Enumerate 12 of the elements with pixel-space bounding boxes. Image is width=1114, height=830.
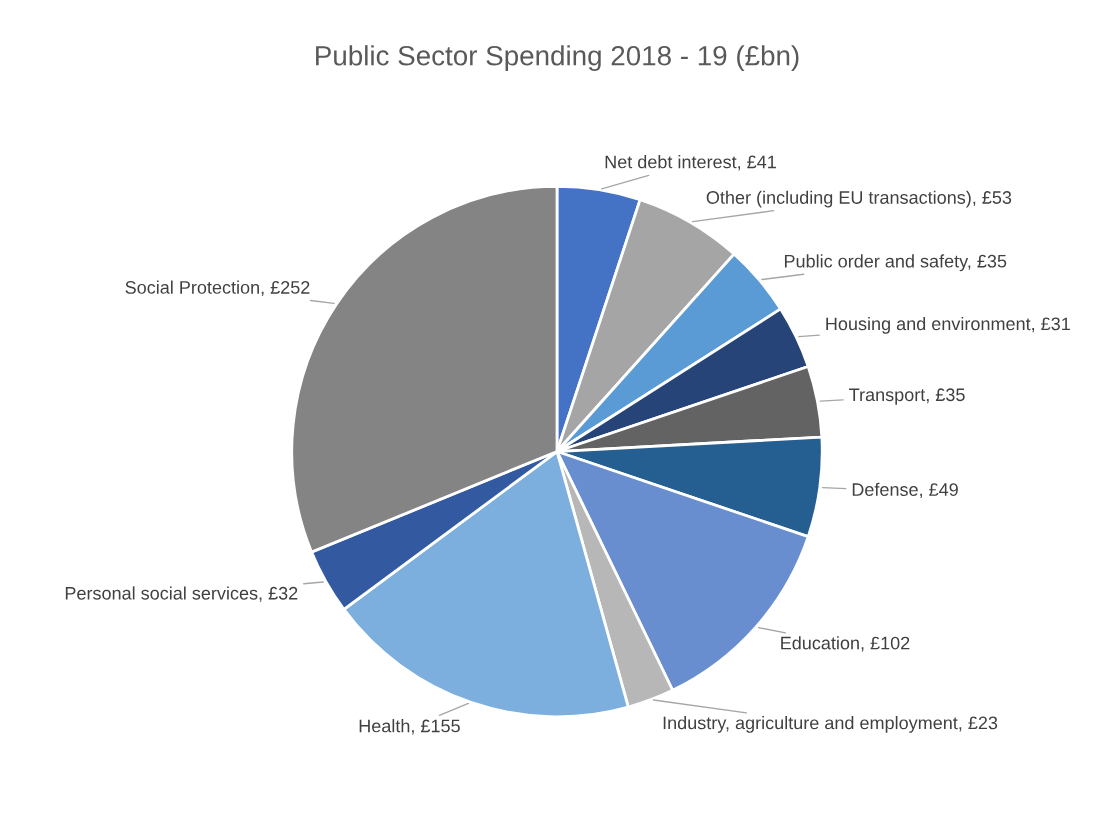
slice-label: Industry, agriculture and employment, £23 (663, 716, 998, 733)
slice-label: Housing and environment, £31 (826, 316, 1070, 334)
slice-label: Other (including EU transactions), £53 (706, 190, 1012, 208)
slice-label: Net debt interest, £41 (605, 155, 776, 171)
chart-title: Public Sector Spending 2018 - 19 (£bn) (316, 45, 799, 72)
slice-label: Education, £102 (781, 636, 910, 652)
slice-label: Defense, £49 (852, 482, 958, 499)
slice-label: Health, £155 (359, 719, 460, 735)
slice-label: Public order and safety, £35 (784, 254, 1007, 272)
slice-label: Social Protection, £252 (125, 280, 310, 296)
slice-label: Personal social services, £32 (65, 586, 298, 602)
slice-label: Transport, £35 (849, 388, 965, 405)
